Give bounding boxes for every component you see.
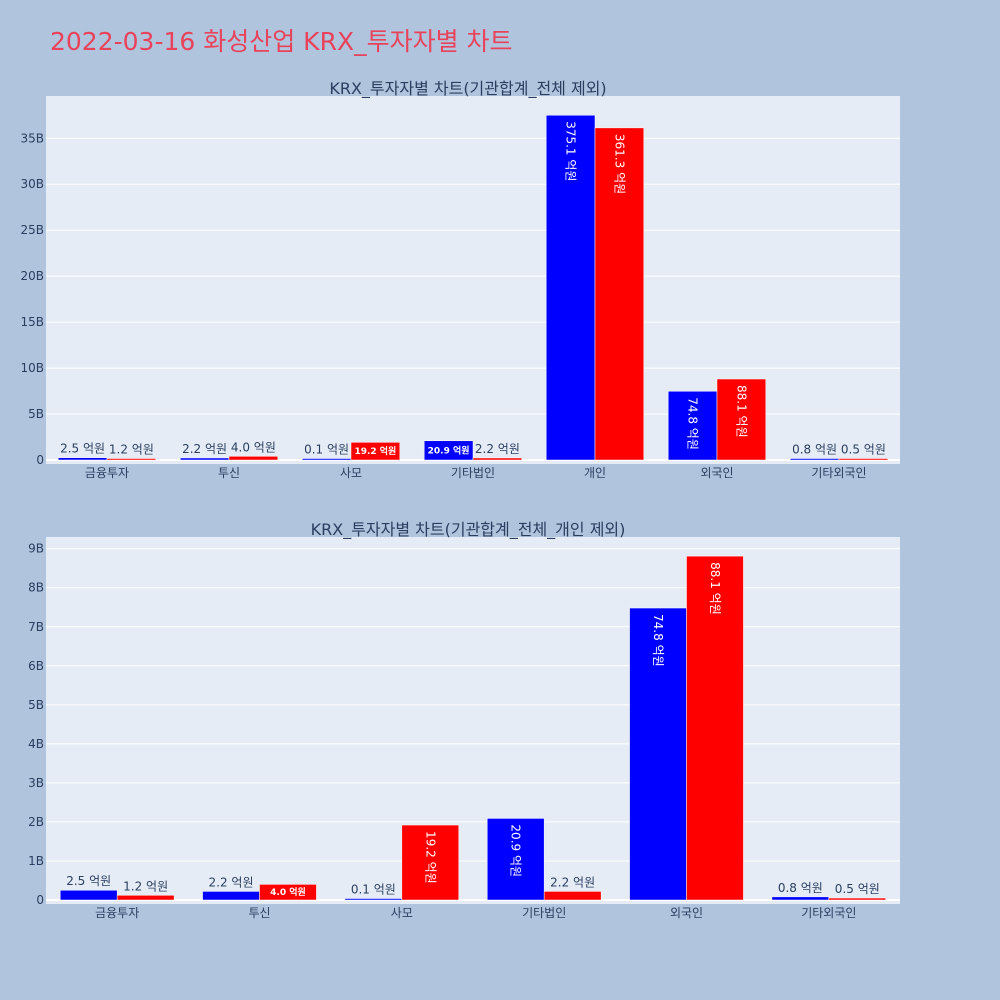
x-tick-label: 금융투자: [95, 906, 139, 920]
plot-area: [46, 96, 900, 464]
bar: [472, 457, 523, 461]
x-tick-label: 사모: [340, 466, 362, 480]
bar-label: 0.5 억원: [835, 882, 880, 896]
y-tick-label: 9B: [28, 542, 44, 556]
y-tick-label: 8B: [28, 581, 44, 595]
bar: [59, 889, 118, 901]
x-tick-label: 투신: [248, 906, 270, 920]
bar-label: 0.8 억원: [792, 443, 837, 457]
bar-label: 88.1 억원: [734, 385, 748, 438]
chart-title: KRX_투자자별 차트(기관합계_전체_개인 제외): [311, 520, 626, 540]
bar-label: 19.2 억원: [423, 831, 437, 884]
bar: [716, 378, 767, 461]
x-tick-label: 외국인: [670, 906, 703, 920]
bar-label: 361.3 억원: [612, 134, 626, 194]
bar: [838, 458, 889, 461]
bar: [301, 458, 352, 461]
bar: [202, 891, 260, 901]
bar: [259, 884, 317, 901]
bar-label: 2.2 억원: [209, 875, 254, 889]
bar-label: 19.2 억원: [354, 445, 396, 457]
bar-label: 375.1 억원: [564, 121, 578, 181]
y-tick-label: 25B: [20, 223, 44, 237]
y-tick-label: 1B: [28, 854, 44, 868]
bar: [594, 127, 645, 461]
bar-label: 2.5 억원: [66, 874, 111, 888]
x-tick-label: 투신: [218, 466, 240, 480]
x-tick-label: 외국인: [700, 466, 733, 480]
bar: [771, 896, 830, 901]
y-tick-label: 0: [36, 453, 44, 467]
bar-label: 0.8 억원: [778, 881, 823, 895]
y-tick-label: 2B: [28, 815, 44, 829]
page-title: 2022-03-16 화성산업 KRX_투자자별 차트: [50, 27, 513, 56]
x-tick-label: 금융투자: [85, 466, 129, 480]
bar: [789, 458, 840, 461]
y-tick-label: 15B: [20, 315, 44, 329]
bar-label: 2.2 억원: [182, 442, 227, 456]
bar-label: 2.2 억원: [475, 442, 520, 456]
bar: [486, 818, 545, 901]
bar-label: 4.0 억원: [270, 886, 306, 898]
y-tick-label: 10B: [20, 361, 44, 375]
y-tick-label: 6B: [28, 659, 44, 673]
y-tick-label: 35B: [20, 131, 44, 145]
bar: [401, 824, 460, 901]
y-tick-label: 20B: [20, 269, 44, 283]
bar: [686, 555, 744, 901]
bar-label: 20.9 억원: [509, 824, 523, 877]
bar-label: 20.9 억원: [428, 444, 470, 456]
y-tick-label: 5B: [28, 698, 44, 712]
bar-label: 1.2 억원: [123, 879, 168, 893]
bar-label: 4.0 억원: [231, 440, 276, 454]
bar: [545, 114, 596, 461]
bar: [667, 390, 718, 461]
bar-label: 2.5 억원: [60, 442, 105, 456]
bar-label: 0.5 억원: [841, 443, 886, 457]
bar: [57, 457, 108, 461]
chart-2: 0 1B 2B 3B 4B 5B 6B 7B 8B 9B KRX_투자자별 차트(기관합계_전체_개…: [28, 520, 900, 920]
x-tick-label: 기타법인: [451, 466, 495, 480]
chart-title: KRX_투자자별 차트(기관합계_전체 제외): [329, 79, 606, 99]
bar: [423, 440, 474, 461]
y-tick-label: 7B: [28, 620, 44, 634]
bar-label: 88.1 억원: [708, 562, 722, 615]
bar: [179, 457, 230, 461]
bar-label: 74.8 억원: [651, 614, 665, 667]
bar-label: 74.8 억원: [686, 397, 700, 450]
bar-label: 0.1 억원: [304, 443, 349, 457]
y-tick-label: 3B: [28, 776, 44, 790]
x-tick-label: 기타법인: [522, 906, 566, 920]
bar-label: 0.1 억원: [351, 883, 396, 897]
bar-label: 1.2 억원: [109, 443, 154, 457]
y-tick-label: 30B: [20, 177, 44, 191]
x-tick-label: 기타외국인: [811, 466, 866, 480]
plot-area: [46, 537, 900, 904]
x-tick-label: 개인: [584, 466, 606, 480]
x-tick-label: 기타외국인: [801, 906, 856, 920]
x-tick-label: 사모: [391, 906, 413, 920]
bar: [228, 456, 279, 461]
chart-1: 0 5B 10B 15B 20B 25B 30B 35B KRX_투자자별 차트(기관합계_전체…: [20, 79, 900, 480]
y-tick-label: 5B: [28, 407, 44, 421]
bar: [116, 895, 175, 901]
y-tick-label: 4B: [28, 737, 44, 751]
bar: [543, 891, 602, 901]
bar: [828, 897, 887, 901]
y-tick-label: 0: [36, 893, 44, 907]
bar: [350, 442, 401, 461]
bar-label: 2.2 억원: [550, 875, 595, 889]
bar: [106, 458, 157, 461]
bar: [344, 898, 403, 901]
bar: [629, 607, 687, 901]
